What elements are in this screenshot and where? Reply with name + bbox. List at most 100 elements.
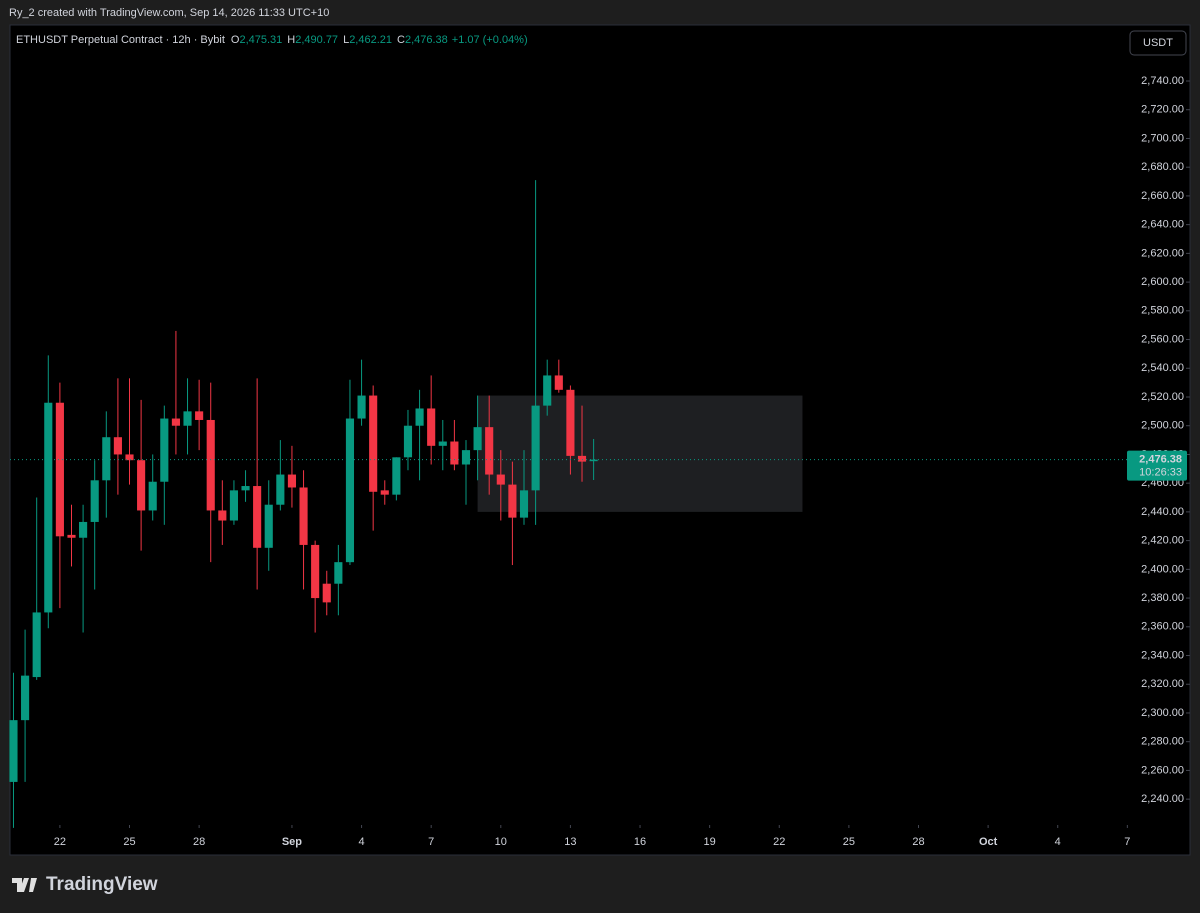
candle-body xyxy=(322,583,331,603)
candle-body xyxy=(160,418,169,482)
attribution: Ry_2 created with TradingView.com, Sep 1… xyxy=(9,7,329,19)
y-tick-label: 2,360.00 xyxy=(1141,621,1184,633)
x-tick-label: 25 xyxy=(843,836,855,848)
candle-body xyxy=(357,395,366,419)
y-tick-label: 2,580.00 xyxy=(1141,305,1184,317)
x-tick-label: 4 xyxy=(1055,836,1061,848)
logo-icon xyxy=(12,878,37,892)
x-tick-label: 10 xyxy=(495,836,507,848)
legend-ohlc-value: 2,476.38 xyxy=(405,34,448,46)
x-tick-label: 28 xyxy=(193,836,205,848)
candle-body xyxy=(473,427,482,451)
legend-ohlc-letter: C xyxy=(397,34,405,46)
x-tick-label: 22 xyxy=(54,836,66,848)
price-badge-value: 2,476.38 xyxy=(1139,454,1182,466)
x-tick-label: 13 xyxy=(564,836,576,848)
candle-body xyxy=(287,474,297,488)
candle-body xyxy=(44,402,53,613)
candle-body xyxy=(299,487,308,545)
y-tick-label: 2,400.00 xyxy=(1141,563,1184,575)
candle-body xyxy=(171,418,180,426)
legend-ohlc-value: 2,490.77 xyxy=(295,34,338,46)
candle-body xyxy=(369,395,378,492)
y-tick-label: 2,540.00 xyxy=(1141,362,1184,374)
y-tick-label: 2,620.00 xyxy=(1141,247,1184,259)
candle-body xyxy=(55,402,64,537)
candle-body xyxy=(67,534,76,538)
y-tick-label: 2,300.00 xyxy=(1141,707,1184,719)
y-tick-label: 2,680.00 xyxy=(1141,161,1184,173)
candle-body xyxy=(345,418,355,563)
y-tick-label: 2,380.00 xyxy=(1141,592,1184,604)
x-tick-label: 25 xyxy=(123,836,135,848)
candle-body xyxy=(508,484,517,518)
legend-ohlc-letter: L xyxy=(343,34,349,46)
candle-body xyxy=(554,375,563,390)
x-tick-label: 22 xyxy=(773,836,785,848)
legend-ohlc-value: 2,462.21 xyxy=(349,34,392,46)
candle-body xyxy=(415,408,424,426)
price-badge xyxy=(1127,450,1187,481)
candle-body xyxy=(485,427,494,475)
y-tick-label: 2,640.00 xyxy=(1141,219,1184,231)
x-tick-label: Oct xyxy=(979,836,998,848)
x-tick-label: 19 xyxy=(704,836,716,848)
candle-body xyxy=(137,460,146,511)
candle-body xyxy=(566,389,575,456)
y-tick-label: 2,660.00 xyxy=(1141,190,1184,202)
candle-body xyxy=(206,419,215,511)
y-tick-label: 2,720.00 xyxy=(1141,104,1184,116)
candle-body xyxy=(577,455,587,462)
currency-button[interactable] xyxy=(1129,30,1187,56)
candle-body xyxy=(195,411,204,420)
logo: TradingView xyxy=(12,874,158,895)
candle-body xyxy=(531,405,540,491)
y-tick-label: 2,340.00 xyxy=(1141,649,1184,661)
candle-body xyxy=(183,411,192,426)
candle-body xyxy=(589,459,598,462)
x-tick-label: 4 xyxy=(359,836,365,848)
x-tick-label: 16 xyxy=(634,836,646,848)
currency-label[interactable]: USDT xyxy=(1143,37,1173,49)
legend-ohlc-letter: O xyxy=(231,34,240,46)
x-tick-label: 28 xyxy=(912,836,924,848)
candle-body xyxy=(496,474,505,485)
y-tick-label: 2,740.00 xyxy=(1141,75,1184,87)
candle-body xyxy=(241,486,250,491)
candle-body xyxy=(276,474,285,505)
candle-body xyxy=(90,480,99,522)
candle-body xyxy=(519,490,529,518)
candle-body xyxy=(148,481,157,511)
candle-body xyxy=(380,490,389,495)
candle-body xyxy=(102,437,111,481)
candle-body xyxy=(427,408,436,446)
y-tick-label: 2,600.00 xyxy=(1141,276,1184,288)
candle-body xyxy=(450,441,459,465)
y-tick-label: 2,520.00 xyxy=(1141,391,1184,403)
y-tick-label: 2,240.00 xyxy=(1141,793,1184,805)
legend: ETHUSDT Perpetual Contract · 12h · Bybit… xyxy=(16,34,528,46)
y-tick-label: 2,260.00 xyxy=(1141,764,1184,776)
candle-body xyxy=(334,562,343,584)
candle-body xyxy=(218,510,227,521)
candle-body xyxy=(79,521,88,538)
price-badge-countdown: 10:26:33 xyxy=(1139,467,1182,479)
legend-ohlc-letter: H xyxy=(287,34,295,46)
candle-body xyxy=(543,375,552,406)
x-tick-label: 7 xyxy=(1124,836,1130,848)
plot: 2,240.00 2,260.00 2,280.00 2,300.00 2,320.00… xyxy=(9,75,1190,848)
candle-body xyxy=(264,504,273,548)
candle-body xyxy=(113,437,122,455)
y-tick-label: 2,320.00 xyxy=(1141,678,1184,690)
y-tick-label: 2,420.00 xyxy=(1141,535,1184,547)
legend-symbol: ETHUSDT Perpetual Contract · 12h · Bybit xyxy=(16,34,225,46)
candle-body xyxy=(21,675,30,721)
logo-text: TradingView xyxy=(46,874,158,895)
y-tick-label: 2,560.00 xyxy=(1141,333,1184,345)
candle-body xyxy=(392,457,401,495)
y-tick-label: 2,700.00 xyxy=(1141,132,1184,144)
candle-body xyxy=(461,450,471,465)
candle-body xyxy=(229,490,238,521)
